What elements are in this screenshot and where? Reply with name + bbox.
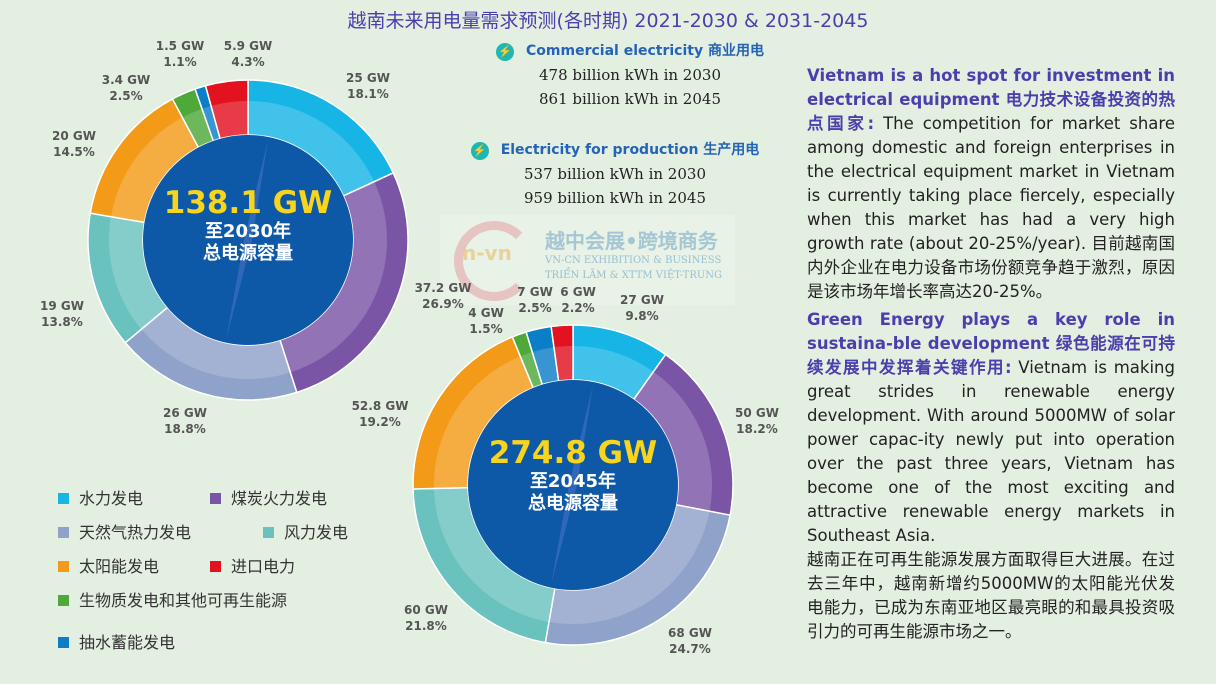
slice-label: 5.9 GW 4.3%	[223, 39, 273, 69]
info-line: 478 billion kWh in 2030	[539, 66, 721, 84]
watermark-line1: 越中会展•跨境商务	[545, 229, 718, 253]
legend-item: 太阳能发电	[58, 553, 159, 577]
article-body: The competition for market share among d…	[807, 114, 1175, 301]
legend-item: 风力发电	[263, 519, 348, 543]
legend-item: 抽水蓄能发电	[58, 629, 175, 653]
info-heading: Commercial electricity 商业用电	[526, 43, 764, 59]
compass-needle-icon	[226, 140, 268, 340]
legend-item: 天然气热力发电	[58, 519, 191, 543]
lightning-icon: ⚡	[496, 43, 515, 61]
article-text: Vietnam is a hot spot for investment in …	[807, 64, 1175, 644]
center-line1: 至2030年	[204, 221, 292, 242]
center-value: 274.8 GW	[488, 435, 658, 471]
info-heading: Electricity for production 生产用电	[500, 142, 760, 158]
info-commercial: ⚡ Commercial electricity 商业用电 478 billion…	[470, 38, 790, 111]
watermark: n-vn 越中会展•跨境商务 VN-CN EXHIBITION & BUSINE…	[440, 215, 735, 305]
slice-label: 27 GW 9.8%	[620, 293, 664, 323]
slice-label: 7 GW 2.5%	[517, 285, 553, 315]
center-line2: 总电源容量	[528, 493, 618, 514]
watermark-line2: VN-CN EXHIBITION & BUSINESS	[545, 255, 722, 266]
slice-label: 25 GW 18.1%	[346, 71, 390, 101]
slice-label: 52.8 GW 19.2%	[351, 399, 409, 429]
watermark-line3: TRIỂN LÃM & XTTM VIỆT-TRUNG	[545, 270, 723, 281]
slice-label: 50 GW 18.2%	[735, 406, 779, 436]
slice-label: 68 GW 24.7%	[668, 626, 712, 656]
legend-item: 煤炭火力发电	[210, 485, 327, 509]
legend-item: 生物质发电和其他可再生能源	[58, 587, 287, 611]
center-line1: 至2045年	[529, 471, 617, 492]
lightning-icon: ⚡	[470, 142, 489, 160]
article-heading: Green Energy plays a key role in sustain…	[807, 310, 1175, 377]
center-2045: 274.8 GW 至2045年 总电源容量	[473, 435, 673, 515]
watermark-logo: n-vn	[462, 241, 512, 265]
legend-item: 进口电力	[210, 553, 295, 577]
slice-label: 1.5 GW 1.1%	[155, 39, 205, 69]
donut-charts	[87, 79, 734, 646]
legend-item: 水力发电	[58, 485, 143, 509]
slice-label: 6 GW 2.2%	[560, 285, 596, 315]
slice-label: 3.4 GW 2.5%	[101, 73, 151, 103]
slice-label: 20 GW 14.5%	[52, 129, 96, 159]
donut-inner-band	[434, 346, 712, 624]
info-line: 861 billion kWh in 2045	[539, 90, 721, 108]
compass-needle-icon	[551, 385, 593, 585]
page-title: 越南未来用电量需求预测(各时期) 2021-2030 & 2031-2045	[347, 10, 869, 32]
slice-label: 26 GW 18.8%	[163, 406, 207, 436]
slice-label: 60 GW 21.8%	[404, 603, 448, 633]
info-line: 537 billion kWh in 2030	[524, 165, 706, 183]
center-line2: 总电源容量	[203, 243, 293, 264]
article-heading: Vietnam is a hot spot for investment in …	[807, 66, 1175, 133]
slice-label: 19 GW 13.8%	[40, 299, 84, 329]
info-line: 959 billion kWh in 2045	[524, 189, 706, 207]
center-value: 138.1 GW	[163, 185, 333, 221]
article-body: 越南正在可再生能源发展方面取得巨大进展。在过去三年中，越南新增约5000MW的太…	[807, 550, 1175, 641]
info-production: ⚡ Electricity for production 生产用电 537 bil…	[450, 137, 780, 210]
donut-inner-band	[109, 101, 387, 379]
slice-label: 4 GW 1.5%	[468, 306, 504, 336]
center-2030: 138.1 GW 至2030年 总电源容量	[148, 185, 348, 265]
article-body: Vietnam is making great strides in renew…	[807, 358, 1175, 545]
slice-label: 37.2 GW 26.9%	[414, 281, 472, 311]
